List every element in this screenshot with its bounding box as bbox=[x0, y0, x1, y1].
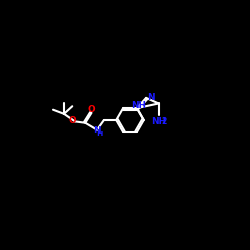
Text: 2: 2 bbox=[161, 117, 166, 126]
Text: N: N bbox=[93, 126, 101, 135]
Text: N: N bbox=[147, 93, 154, 102]
Text: H: H bbox=[96, 132, 102, 138]
Text: O: O bbox=[88, 105, 95, 114]
Text: O: O bbox=[68, 116, 76, 124]
Text: NH: NH bbox=[151, 117, 166, 126]
Text: NH: NH bbox=[131, 100, 146, 110]
